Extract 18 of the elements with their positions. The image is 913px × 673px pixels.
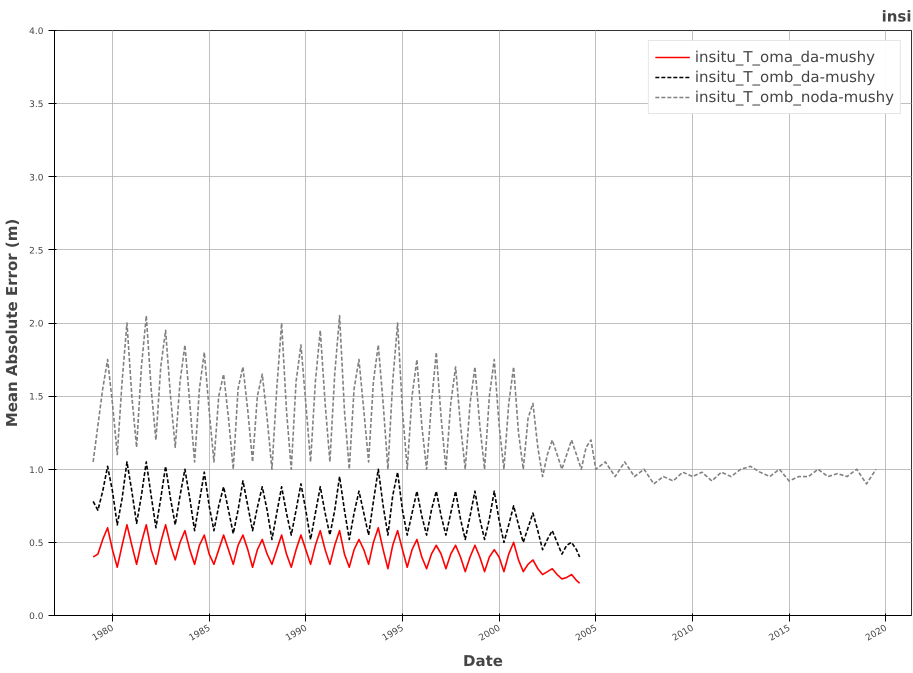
line-series — [92, 524, 580, 584]
y-axis-title: Mean Absolute Error (m) — [3, 218, 22, 428]
y-tick-label: 3.5 — [29, 100, 44, 110]
line-series — [92, 314, 877, 485]
legend-label: insitu_T_omb_da-mushy — [694, 68, 876, 86]
legend-label: insitu_T_oma_da-mushy — [694, 48, 875, 66]
y-tick-label: 0.0 — [29, 612, 44, 622]
y-tick-label: 0.5 — [29, 538, 44, 549]
y-tick-label: 1.0 — [29, 466, 44, 476]
y-tick-label: 4.0 — [29, 27, 44, 37]
line-series — [92, 461, 580, 558]
y-tick-label: 2.5 — [29, 246, 44, 256]
y-tick-label: 2.0 — [29, 320, 44, 330]
legend-label: insitu_T_omb_noda-mushy — [694, 88, 894, 106]
y-tick-label: 3.0 — [29, 173, 44, 184]
y-tick-label: 1.5 — [29, 392, 44, 403]
chart-title: insi — [882, 8, 912, 26]
x-axis-title: Date — [463, 652, 503, 670]
